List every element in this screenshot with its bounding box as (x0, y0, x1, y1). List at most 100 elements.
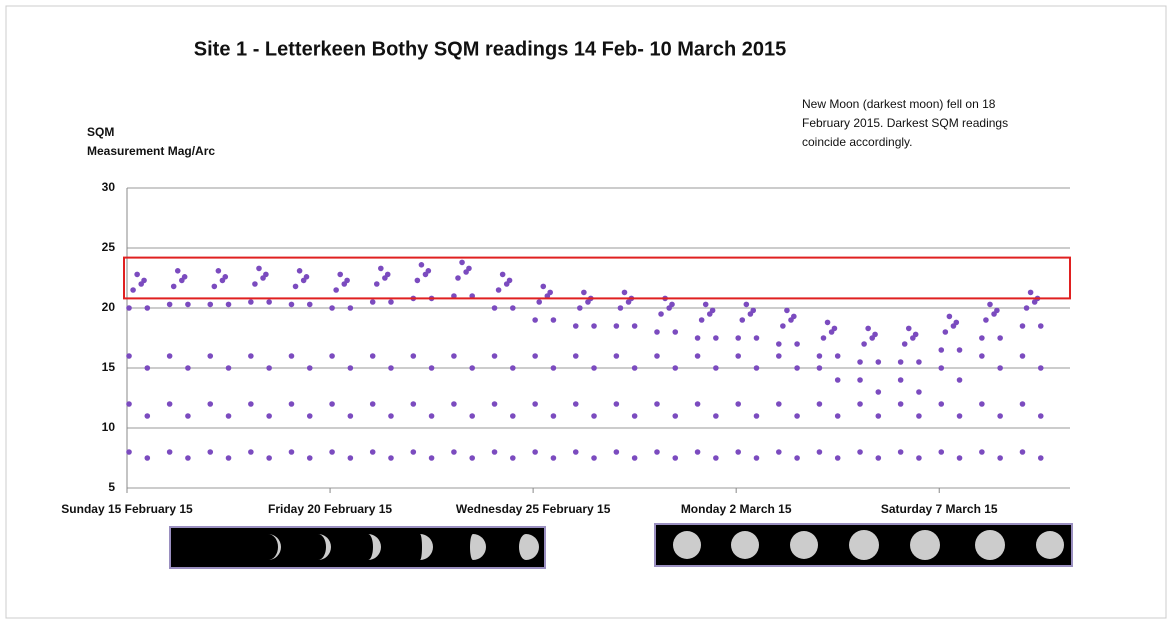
data-point (831, 325, 838, 332)
data-point (613, 323, 620, 329)
y-tick-label: 10 (102, 420, 116, 434)
data-point (181, 274, 188, 280)
data-point (455, 275, 461, 281)
data-point (735, 449, 742, 455)
data-point (388, 455, 394, 461)
data-point (897, 359, 904, 365)
data-point (126, 305, 132, 311)
data-point (466, 265, 472, 272)
data-point (654, 449, 660, 455)
y-axis-label: SQM (87, 125, 114, 139)
data-point (303, 274, 310, 280)
data-point (658, 311, 664, 317)
data-point (306, 365, 313, 371)
data-point (134, 271, 140, 278)
data-point (698, 317, 705, 323)
data-point (288, 449, 295, 455)
data-point (266, 455, 272, 461)
data-point (414, 277, 421, 284)
data-point (288, 301, 295, 308)
data-point (816, 401, 823, 407)
data-point (794, 341, 800, 347)
data-point (384, 271, 391, 278)
data-point (979, 449, 985, 455)
data-point (794, 365, 800, 371)
data-point (225, 365, 232, 371)
data-point (672, 455, 679, 461)
data-point (861, 341, 867, 347)
data-point (263, 271, 269, 278)
data-point (591, 365, 597, 371)
data-point (865, 325, 871, 332)
data-point (222, 274, 229, 280)
data-point (288, 353, 295, 359)
data-point (532, 401, 538, 407)
data-point (912, 331, 919, 338)
data-point (834, 353, 841, 359)
data-point (288, 401, 295, 407)
x-tick-label: Monday 2 March 15 (681, 502, 792, 516)
data-point (248, 299, 254, 305)
x-tick-label: Wednesday 25 February 15 (456, 502, 611, 516)
data-point (753, 365, 760, 371)
data-point (292, 283, 299, 290)
data-point (266, 299, 272, 305)
annotation: New Moon (darkest moon) fell on 18 (802, 97, 996, 111)
data-point (185, 301, 191, 308)
data-point (997, 455, 1003, 461)
data-point (185, 365, 191, 371)
data-point (459, 259, 465, 266)
data-point (591, 455, 597, 461)
data-point (1037, 455, 1044, 461)
data-point (469, 365, 475, 371)
data-point (141, 277, 147, 284)
data-point (495, 287, 502, 293)
chart-title: Site 1 - Letterkeen Bothy SQM readings 1… (194, 38, 786, 60)
data-point (491, 353, 498, 359)
y-tick-label: 25 (102, 240, 116, 254)
data-point (388, 299, 394, 305)
data-point (225, 301, 232, 308)
data-point (256, 265, 262, 272)
data-point (166, 401, 173, 407)
data-point (296, 268, 303, 274)
data-point (834, 455, 841, 461)
data-point (469, 455, 475, 461)
data-point (329, 401, 335, 407)
data-point (550, 317, 557, 323)
data-point (987, 301, 993, 308)
data-point (540, 283, 547, 290)
data-point (713, 335, 719, 341)
data-point (702, 301, 709, 308)
data-point (735, 335, 742, 341)
moon-phases-full (654, 523, 1073, 567)
data-point (550, 455, 557, 461)
data-point (451, 449, 457, 455)
data-point (337, 271, 344, 278)
data-point (344, 277, 350, 284)
data-point (185, 455, 191, 461)
data-point (207, 353, 214, 359)
data-point (946, 313, 953, 320)
annotation: coincide accordingly. (802, 135, 913, 149)
data-point (776, 401, 782, 407)
data-point (572, 353, 579, 359)
data-point (144, 413, 151, 419)
data-point (654, 401, 660, 407)
data-point (784, 307, 790, 314)
data-point (510, 305, 516, 311)
data-point (170, 283, 177, 290)
data-point (938, 365, 945, 371)
data-point (410, 449, 417, 455)
data-point (126, 353, 132, 359)
data-point (956, 413, 963, 419)
data-point (532, 317, 538, 323)
data-point (373, 281, 380, 287)
data-point (631, 323, 638, 329)
data-point (166, 449, 173, 455)
data-point (631, 365, 638, 371)
data-point (791, 313, 797, 320)
data-point (550, 413, 557, 419)
data-point (425, 268, 432, 274)
data-point (166, 301, 173, 308)
